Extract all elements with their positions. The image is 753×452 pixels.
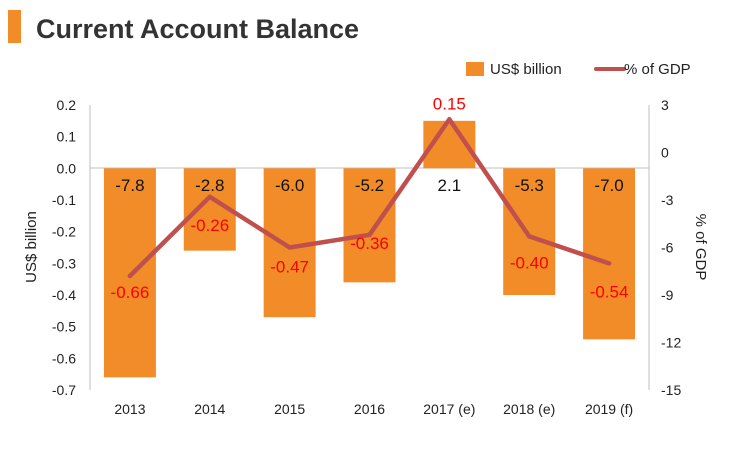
bar-data-label: -5.2: [355, 176, 384, 195]
bar-data-label: -5.3: [515, 176, 544, 195]
right-tick-label: -3: [661, 192, 674, 208]
line-data-label: -0.54: [590, 282, 629, 301]
right-tick-label: -12: [661, 335, 681, 351]
right-tick-label: 3: [661, 97, 669, 113]
line-data-label: -0.66: [111, 283, 150, 302]
line-point: [127, 273, 133, 279]
x-tick-label: 2019 (f): [585, 401, 633, 417]
right-tick-label: -6: [661, 240, 674, 256]
left-tick-label: -0.2: [52, 224, 76, 240]
line-point: [606, 261, 612, 266]
line-point: [287, 245, 292, 250]
bar: [503, 168, 556, 295]
line-point: [367, 232, 372, 238]
line-data-label: -0.47: [270, 258, 309, 277]
x-tick-label: 2015: [274, 401, 305, 417]
bar-data-label: -7.8: [115, 176, 144, 195]
bar-data-label: 2.1: [438, 176, 462, 195]
bar-data-label: -7.0: [594, 176, 623, 195]
title-accent-bar: [8, 10, 21, 43]
x-tick-label: 2017 (e): [423, 401, 475, 417]
left-tick-label: -0.1: [52, 192, 76, 208]
bar-data-labels: -7.8 -2.8 -6.0 -5.2 2.1 -5.3 -7.0: [115, 176, 623, 195]
legend-bar-swatch: [466, 62, 484, 76]
x-tick-label: 2016: [354, 401, 385, 417]
bar: [343, 168, 396, 283]
line-data-label: -0.40: [510, 253, 549, 272]
line-data-labels: -0.66 -0.26 -0.47 -0.36 0.15 -0.40 -0.54: [111, 94, 629, 302]
x-tick-label: 2014: [194, 401, 225, 417]
left-axis-ticks: 0.2 0.1 0.0 -0.1 -0.2 -0.3 -0.4 -0.5 -0.6 -0.7: [52, 97, 76, 398]
chart-title: Current Account Balance: [36, 14, 359, 44]
legend-line-label: % of GDP: [624, 61, 691, 78]
legend-bar-label: US$ billion: [490, 61, 562, 78]
x-tick-label: 2013: [114, 401, 145, 417]
left-tick-label: -0.4: [52, 287, 76, 303]
left-tick-label: -0.7: [52, 382, 76, 398]
legend: US$ billion % of GDP: [466, 61, 691, 78]
line-data-label: -0.26: [190, 216, 229, 235]
left-tick-label: 0.0: [57, 160, 77, 176]
left-tick-label: -0.5: [52, 319, 76, 335]
left-tick-label: -0.6: [52, 350, 76, 366]
line-data-label: 0.15: [433, 94, 466, 113]
right-tick-label: -9: [661, 287, 674, 303]
right-tick-label: 0: [661, 145, 669, 161]
x-tick-label: 2018 (e): [503, 401, 555, 417]
right-tick-label: -15: [661, 382, 681, 398]
line-data-label: -0.36: [350, 234, 389, 253]
right-axis-title: % of GDP: [692, 214, 709, 281]
x-axis-ticks: 2013 2014 2015 2016 2017 (e) 2018 (e) 2019 (f): [114, 401, 633, 417]
left-tick-label: 0.2: [57, 97, 77, 113]
line-series: [127, 117, 612, 279]
bar: [583, 168, 636, 340]
right-axis-ticks: 3 0 -3 -6 -9 -12 -15: [661, 97, 681, 398]
bar-data-label: -6.0: [275, 176, 304, 195]
left-tick-label: -0.3: [52, 255, 76, 271]
line-point: [207, 194, 212, 200]
left-axis-title: US$ billion: [23, 211, 40, 283]
left-tick-label: 0.1: [57, 129, 77, 145]
line-point: [447, 117, 452, 122]
bar-data-label: -2.8: [195, 176, 224, 195]
line-point: [527, 234, 532, 239]
